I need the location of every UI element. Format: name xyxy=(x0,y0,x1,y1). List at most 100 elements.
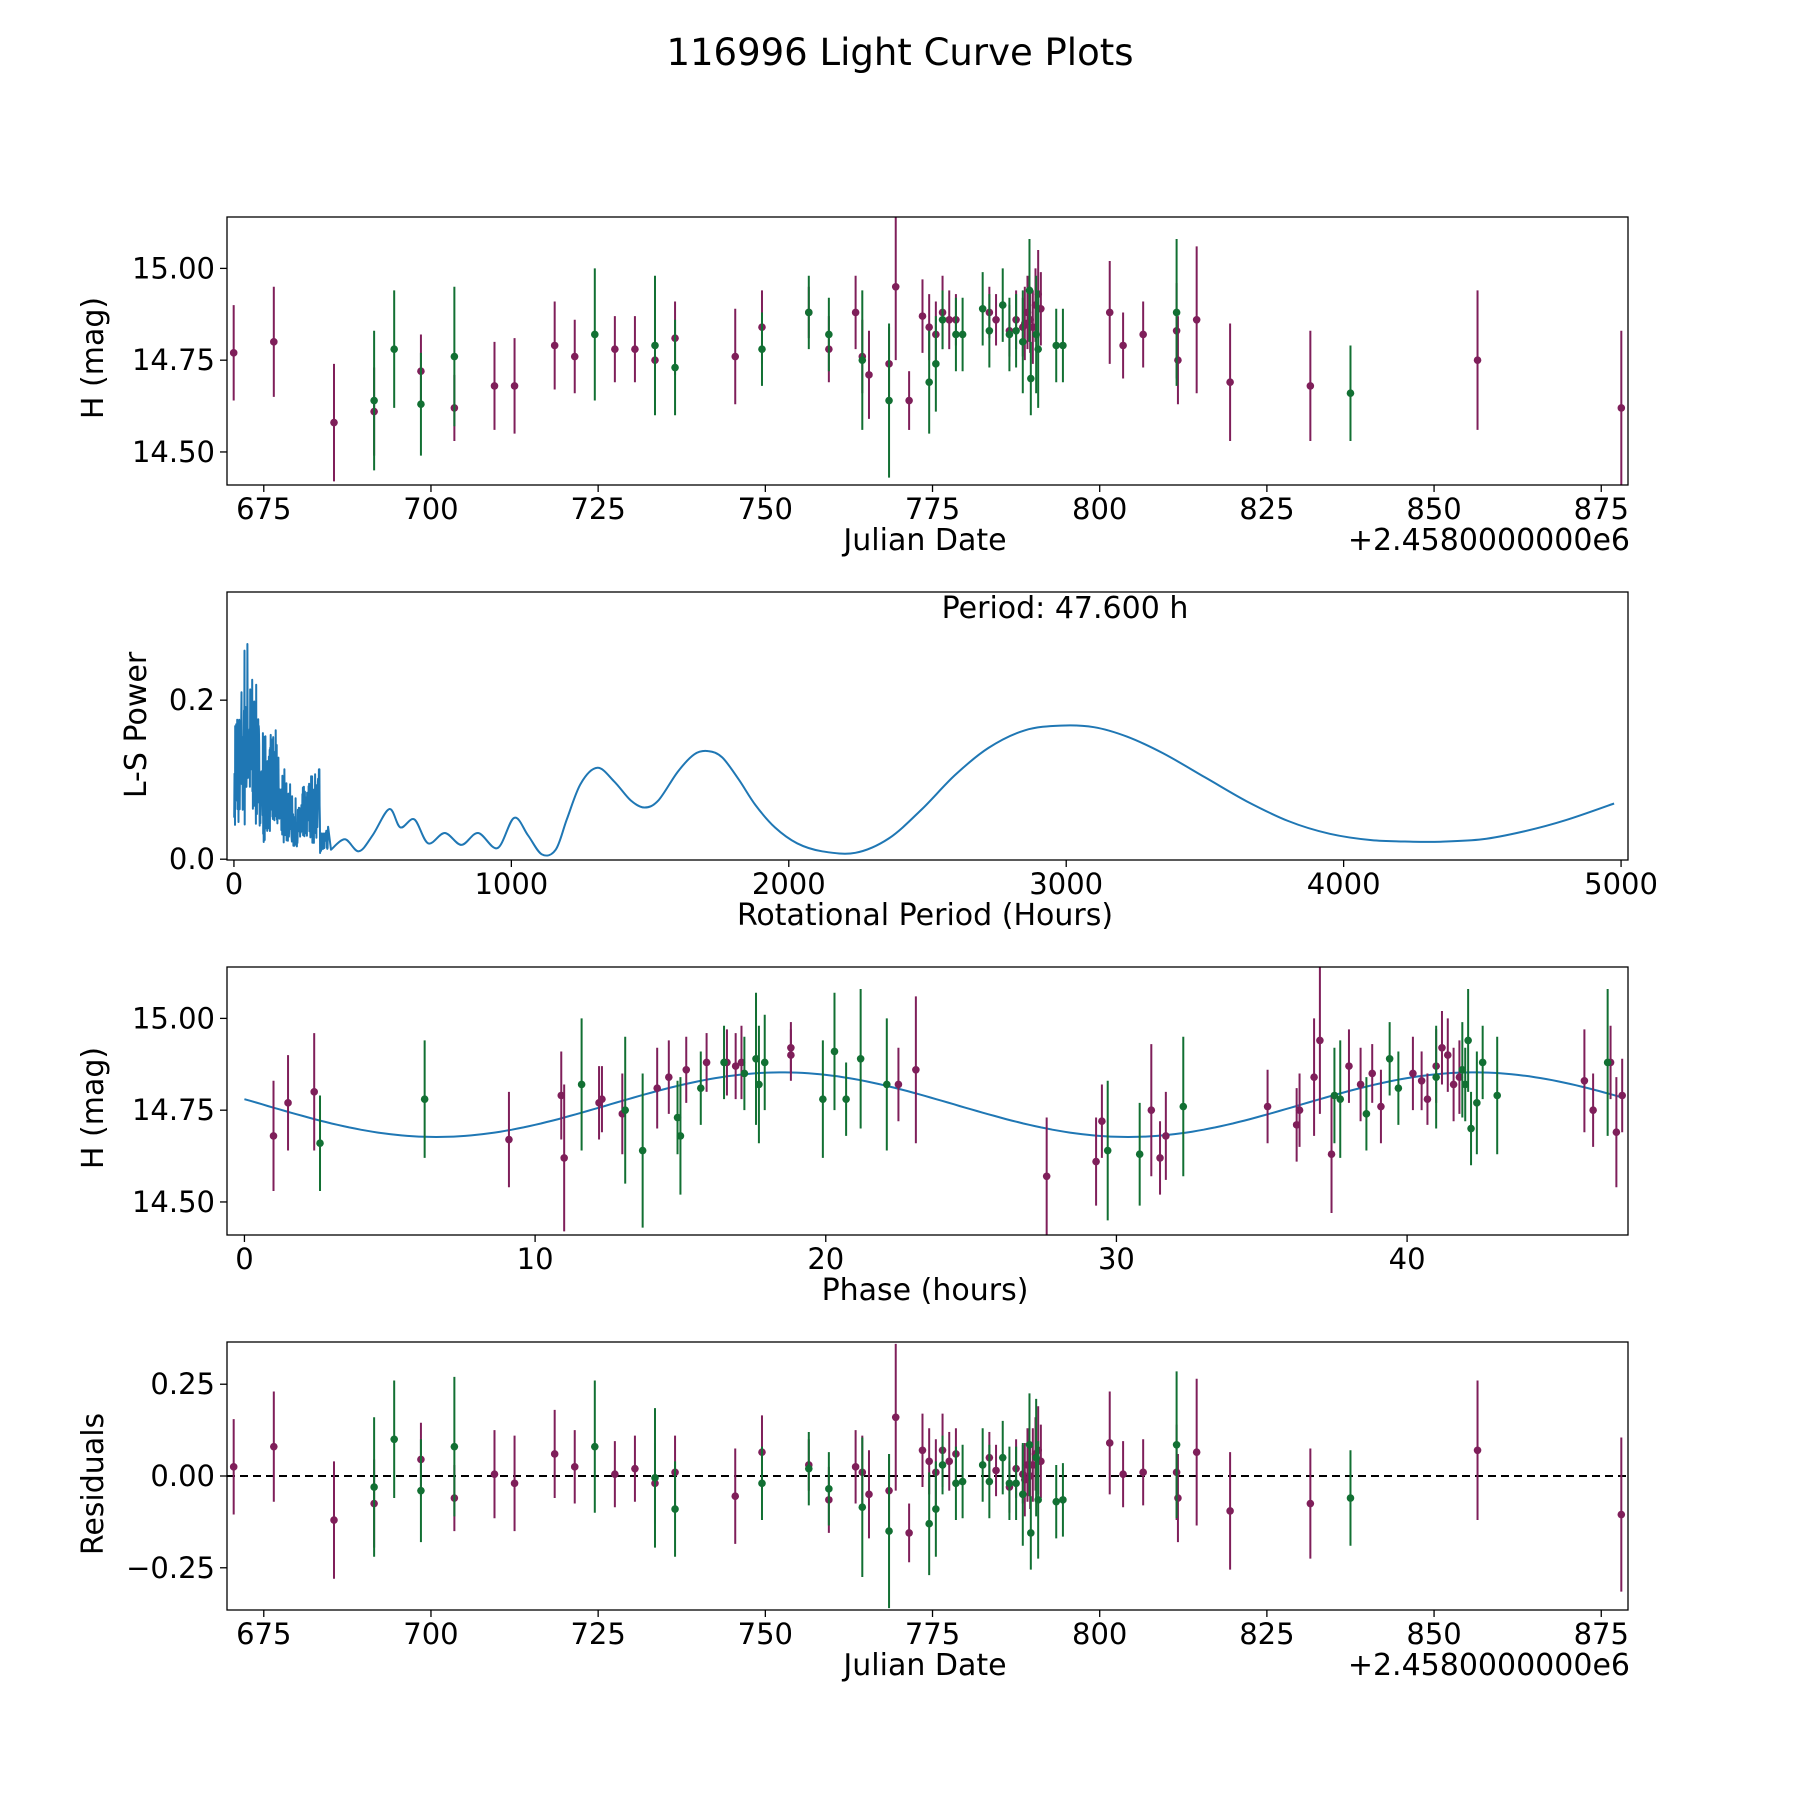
panel-0-xlabel: Julian Date xyxy=(841,523,1006,558)
y-tick-label: 0.00 xyxy=(150,1459,215,1493)
data-point-band_b xyxy=(673,1113,682,1122)
data-point-band_a xyxy=(891,282,900,291)
data-point-band_a xyxy=(1292,1121,1301,1129)
data-point-band_b xyxy=(925,1519,933,1528)
data-point-band_a xyxy=(865,371,873,379)
y-tick-label: 14.50 xyxy=(132,435,215,469)
data-point-band_a xyxy=(310,1088,318,1096)
data-point-band_a xyxy=(1306,382,1315,390)
data-point-band_a xyxy=(1473,1446,1482,1455)
data-point-band_a xyxy=(1174,1494,1182,1502)
residual-marks xyxy=(227,1343,1628,1609)
data-point-band_b xyxy=(825,330,833,339)
y-tick-label: 15.00 xyxy=(132,1001,215,1035)
period-annotation: Period: 47.600 h xyxy=(942,591,1189,626)
data-point-band_a xyxy=(1295,1106,1304,1114)
data-point-band_b xyxy=(740,1069,749,1078)
data-point-band_b xyxy=(1027,374,1035,383)
data-point-band_b xyxy=(316,1139,324,1148)
data-point-band_b xyxy=(370,1483,378,1491)
data-point-band_b xyxy=(830,1047,839,1056)
data-point-band_b xyxy=(1027,1529,1035,1537)
data-point-band_a xyxy=(1449,1080,1458,1089)
panel-1-xlabel: Rotational Period (Hours) xyxy=(737,898,1113,933)
x-tick-label: 750 xyxy=(738,492,793,526)
data-point-band_a xyxy=(1139,330,1147,339)
data-point-band_b xyxy=(1385,1054,1394,1063)
data-point-band_a xyxy=(894,1080,903,1089)
data-point-band_b xyxy=(858,1503,867,1512)
x-tick-label: 775 xyxy=(905,1617,960,1651)
data-point-band_b xyxy=(638,1146,647,1155)
data-point-band_b xyxy=(671,363,679,372)
data-point-band_a xyxy=(510,1479,519,1488)
data-point-band_b xyxy=(925,378,933,387)
data-point-band_a xyxy=(891,1413,900,1422)
data-point-band_a xyxy=(1327,1150,1336,1159)
data-point-band_b xyxy=(1025,1440,1034,1449)
data-point-band_b xyxy=(1394,1084,1403,1092)
data-point-band_a xyxy=(598,1095,606,1103)
periodogram-panel: L-S Power Rotational Period (Hours) Peri… xyxy=(119,591,1658,933)
data-point-band_b xyxy=(932,360,940,368)
data-point-band_a xyxy=(557,1091,566,1100)
data-point-band_a xyxy=(631,1464,639,1473)
data-point-band_b xyxy=(1179,1102,1188,1111)
data-point-band_b xyxy=(1346,389,1355,398)
x-tick-label: 850 xyxy=(1406,492,1461,526)
data-point-band_b xyxy=(390,345,398,353)
data-point-band_a xyxy=(611,345,619,353)
data-point-band_a xyxy=(1438,1043,1446,1052)
data-point-band_a xyxy=(631,345,639,353)
data-point-band_b xyxy=(417,400,425,409)
data-point-band_a xyxy=(653,1084,661,1092)
y-tick-label: 0.0 xyxy=(169,842,215,876)
data-point-band_b xyxy=(1473,1099,1481,1107)
data-point-band_a xyxy=(1618,1091,1626,1100)
data-point-band_a xyxy=(912,1065,920,1074)
panel-3-ylabel: Residuals xyxy=(76,1413,111,1555)
x-tick-label: 875 xyxy=(1574,492,1629,526)
y-tick-label: −0.25 xyxy=(126,1551,215,1585)
data-point-band_a xyxy=(1226,378,1234,387)
data-point-band_b xyxy=(450,352,459,361)
data-point-band_b xyxy=(883,1080,891,1089)
residuals-panel: Residuals Julian Date +2.4580000000e6 67… xyxy=(76,1341,1630,1683)
data-point-band_a xyxy=(1310,1073,1318,1081)
phase-folded-panel: H (mag) Phase (hours) 0 10 20 30 40 14.50 14.7… xyxy=(76,966,1629,1308)
data-point-band_a xyxy=(1617,1510,1626,1519)
data-point-band_b xyxy=(998,1453,1007,1462)
data-point-band_a xyxy=(1368,1069,1377,1078)
y-tick-label: 0.2 xyxy=(169,683,215,717)
data-point-band_a xyxy=(1473,356,1482,364)
data-point-band_b xyxy=(1346,1494,1355,1502)
data-point-band_b xyxy=(938,315,947,324)
x-tick-label: 825 xyxy=(1239,492,1294,526)
plot-frame xyxy=(226,1341,1629,1611)
data-point-band_b xyxy=(985,1477,994,1486)
x-tick-label: 700 xyxy=(403,492,458,526)
data-point-band_a xyxy=(1612,1128,1621,1137)
data-point-band_a xyxy=(570,352,579,361)
data-point-band_a xyxy=(1356,1080,1365,1089)
data-point-band_b xyxy=(1603,1058,1612,1067)
x-tick-label: 4000 xyxy=(1307,867,1381,901)
data-point-band_a xyxy=(269,1132,278,1140)
data-point-band_b xyxy=(696,1084,705,1092)
y-tick-label: 0.25 xyxy=(150,1367,215,1401)
x-tick-label: 725 xyxy=(570,492,625,526)
data-point-band_b xyxy=(1052,341,1061,350)
x-tick-label: 30 xyxy=(1098,1242,1135,1276)
data-point-band_b xyxy=(1034,1496,1042,1504)
panel-2-ylabel: H (mag) xyxy=(76,1047,111,1169)
data-point-band_a xyxy=(229,1463,238,1471)
data-point-band_a xyxy=(1316,1036,1324,1045)
data-point-band_b xyxy=(651,341,659,350)
data-point-band_a xyxy=(992,1466,1000,1475)
x-tick-label: 5000 xyxy=(1584,867,1658,901)
data-point-band_b xyxy=(1336,1095,1345,1103)
data-point-band_b xyxy=(621,1106,630,1114)
data-point-band_a xyxy=(865,1490,873,1499)
data-point-band_b xyxy=(1464,1036,1472,1045)
